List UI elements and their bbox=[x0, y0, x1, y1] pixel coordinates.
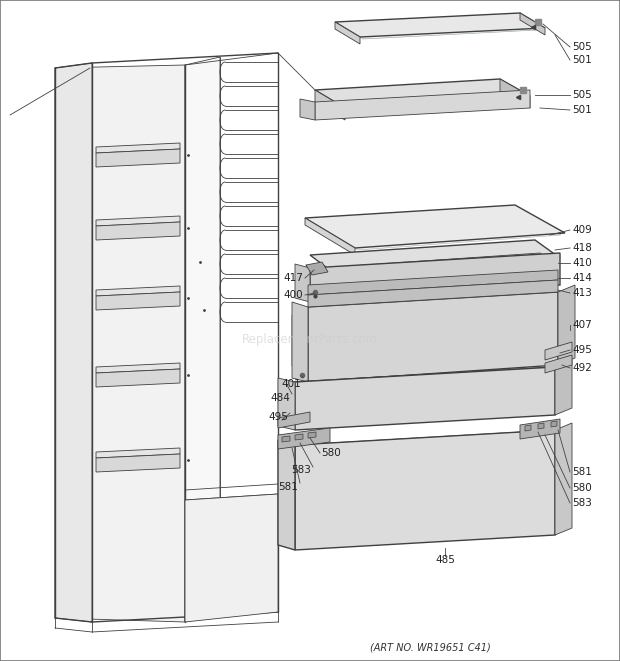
Text: 410: 410 bbox=[572, 258, 591, 268]
Text: 413: 413 bbox=[572, 288, 592, 298]
Polygon shape bbox=[310, 253, 560, 302]
Polygon shape bbox=[295, 430, 555, 460]
Text: 501: 501 bbox=[572, 55, 591, 65]
Polygon shape bbox=[335, 22, 360, 44]
Polygon shape bbox=[278, 412, 310, 428]
Polygon shape bbox=[520, 13, 545, 35]
Text: 583: 583 bbox=[291, 465, 311, 475]
Polygon shape bbox=[295, 430, 555, 550]
Polygon shape bbox=[538, 423, 544, 429]
Polygon shape bbox=[96, 143, 180, 153]
Polygon shape bbox=[320, 253, 560, 283]
Polygon shape bbox=[305, 205, 565, 248]
Polygon shape bbox=[96, 222, 180, 240]
Polygon shape bbox=[300, 99, 315, 120]
Polygon shape bbox=[555, 360, 572, 415]
Polygon shape bbox=[96, 448, 180, 458]
Text: 400: 400 bbox=[283, 290, 303, 300]
Polygon shape bbox=[308, 270, 558, 295]
Text: 418: 418 bbox=[572, 243, 592, 253]
Polygon shape bbox=[295, 367, 555, 395]
Text: 492: 492 bbox=[572, 363, 592, 373]
Text: 401: 401 bbox=[281, 379, 301, 389]
Polygon shape bbox=[282, 436, 290, 442]
Polygon shape bbox=[558, 285, 575, 365]
Polygon shape bbox=[96, 363, 180, 373]
Polygon shape bbox=[96, 286, 180, 296]
Text: (ART NO. WR19651 C41): (ART NO. WR19651 C41) bbox=[370, 643, 490, 653]
Polygon shape bbox=[310, 240, 560, 274]
Text: 583: 583 bbox=[572, 498, 592, 508]
Polygon shape bbox=[308, 432, 316, 438]
Polygon shape bbox=[292, 315, 308, 370]
Polygon shape bbox=[280, 465, 295, 540]
Text: 505: 505 bbox=[572, 90, 591, 100]
Text: 407: 407 bbox=[572, 320, 591, 330]
Polygon shape bbox=[315, 79, 530, 108]
Polygon shape bbox=[278, 440, 295, 550]
Polygon shape bbox=[555, 423, 572, 535]
Polygon shape bbox=[55, 63, 92, 622]
Polygon shape bbox=[278, 378, 295, 430]
Polygon shape bbox=[340, 16, 538, 39]
Polygon shape bbox=[96, 292, 180, 310]
Text: 581: 581 bbox=[278, 482, 298, 492]
Polygon shape bbox=[96, 216, 180, 226]
Text: 505: 505 bbox=[572, 42, 591, 52]
Polygon shape bbox=[308, 292, 558, 382]
Polygon shape bbox=[308, 280, 558, 307]
Text: 417: 417 bbox=[283, 273, 303, 283]
Text: 581: 581 bbox=[572, 467, 592, 477]
Text: 414: 414 bbox=[572, 273, 592, 283]
Polygon shape bbox=[295, 434, 303, 440]
Polygon shape bbox=[278, 428, 330, 449]
Polygon shape bbox=[551, 421, 557, 427]
Polygon shape bbox=[520, 419, 560, 439]
Text: 580: 580 bbox=[572, 483, 591, 493]
Polygon shape bbox=[96, 369, 180, 387]
Polygon shape bbox=[305, 218, 355, 255]
Polygon shape bbox=[315, 90, 345, 120]
Polygon shape bbox=[96, 454, 180, 472]
Polygon shape bbox=[96, 149, 180, 167]
Text: 495: 495 bbox=[268, 412, 288, 422]
Polygon shape bbox=[318, 258, 548, 294]
Polygon shape bbox=[315, 90, 530, 120]
Polygon shape bbox=[308, 292, 558, 323]
Polygon shape bbox=[545, 342, 572, 360]
Polygon shape bbox=[525, 425, 531, 431]
Polygon shape bbox=[310, 207, 561, 250]
Text: 409: 409 bbox=[572, 225, 591, 235]
Text: 495: 495 bbox=[572, 345, 592, 355]
Polygon shape bbox=[545, 355, 572, 373]
Polygon shape bbox=[295, 367, 555, 430]
Polygon shape bbox=[185, 57, 220, 622]
Polygon shape bbox=[55, 65, 185, 622]
Polygon shape bbox=[295, 264, 310, 302]
Text: 580: 580 bbox=[321, 448, 341, 458]
Polygon shape bbox=[335, 13, 545, 37]
Text: 501: 501 bbox=[572, 105, 591, 115]
Polygon shape bbox=[306, 262, 328, 275]
Polygon shape bbox=[320, 82, 524, 110]
Text: ReplacementParts.com: ReplacementParts.com bbox=[242, 334, 378, 346]
Polygon shape bbox=[500, 79, 530, 108]
Text: 484: 484 bbox=[270, 393, 290, 403]
Polygon shape bbox=[292, 302, 308, 382]
Polygon shape bbox=[185, 494, 278, 622]
Text: 485: 485 bbox=[435, 555, 455, 565]
